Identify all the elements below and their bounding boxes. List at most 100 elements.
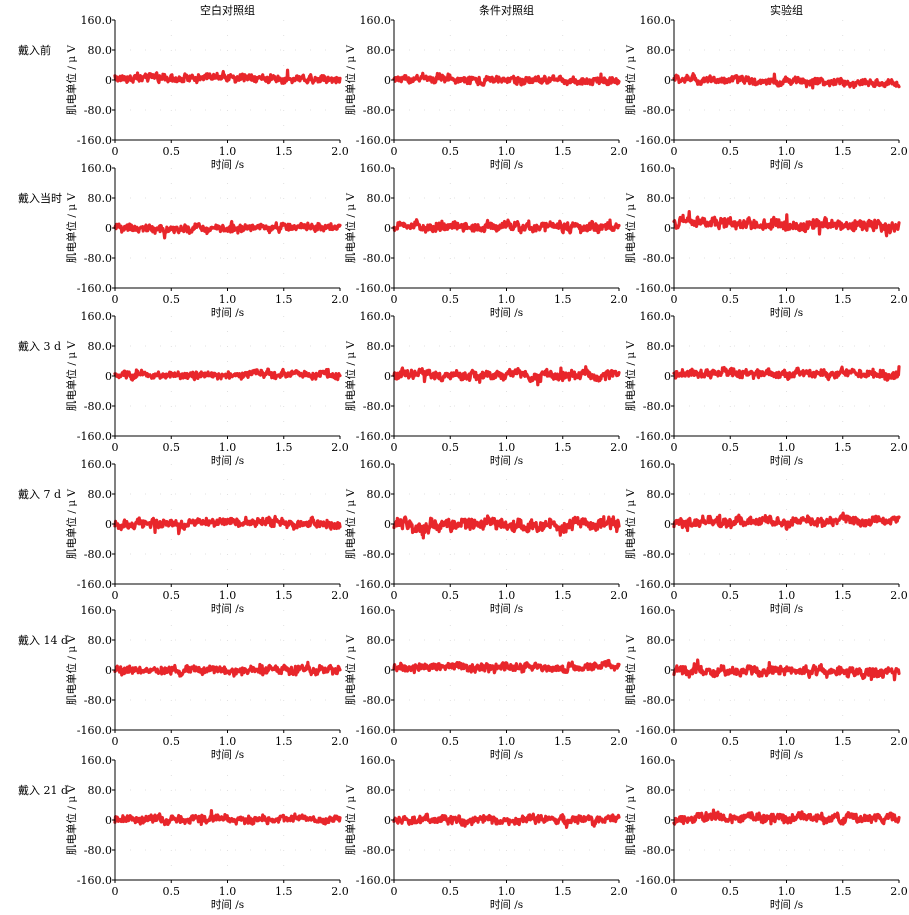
y-tick-label: -80.0: [84, 844, 112, 857]
y-tick-label: -80.0: [363, 548, 391, 561]
y-tick-label: 0: [384, 814, 391, 827]
emg-panel: 160.080.00-80.0-160.00 0.5 1.0 1.5 2.0时间 /s肌…: [344, 14, 628, 171]
y-tick-label: -80.0: [643, 548, 671, 561]
y-tick-label: -160.0: [356, 578, 391, 591]
emg-trace: [672, 72, 901, 90]
x-tick-label: 1.0: [498, 589, 516, 602]
x-tick-label: 0.5: [163, 589, 181, 602]
y-tick-label: 80.0: [367, 44, 392, 57]
x-tick-label: 1.0: [778, 885, 796, 898]
x-tick-label: 2.0: [890, 293, 908, 306]
y-tick-label: -160.0: [636, 724, 671, 737]
x-tick-label: 2.0: [331, 735, 349, 748]
y-tick-label: -160.0: [356, 430, 391, 443]
emg-trace: [113, 809, 342, 827]
y-tick-label: -80.0: [84, 548, 112, 561]
y-tick-label: 80.0: [88, 44, 113, 57]
y-tick-label: -160.0: [636, 578, 671, 591]
emg-trace: [672, 658, 901, 682]
y-tick-label: -160.0: [356, 282, 391, 295]
emg-trace: [672, 209, 901, 238]
row-label: 戴入 21 d: [18, 783, 68, 797]
y-tick-label: 80.0: [88, 784, 113, 797]
row-label: 戴入 3 d: [18, 339, 61, 353]
y-tick-label: -80.0: [84, 400, 112, 413]
x-tick-label: 1.5: [554, 589, 572, 602]
x-axis-label: 时间 /s: [770, 602, 803, 615]
y-tick-label: 160.0: [360, 458, 392, 471]
x-tick-label: 2.0: [610, 145, 628, 158]
x-tick-label: 1.0: [498, 293, 516, 306]
y-axis-label: 肌电单位 / μ V: [624, 489, 637, 559]
x-tick-label: 0.5: [442, 589, 460, 602]
x-tick-label: 1.0: [219, 293, 237, 306]
y-tick-label: 0: [664, 222, 671, 235]
y-tick-label: -160.0: [636, 430, 671, 443]
y-tick-label: 160.0: [81, 458, 113, 471]
y-tick-label: 80.0: [647, 784, 672, 797]
y-tick-label: 80.0: [647, 340, 672, 353]
y-tick-label: -80.0: [643, 252, 671, 265]
y-axis-label: 肌电单位 / μ V: [65, 785, 78, 855]
x-tick-label: 1.0: [778, 735, 796, 748]
y-axis-label: 肌电单位 / μ V: [624, 193, 637, 263]
emg-trace: [672, 808, 901, 826]
y-tick-label: -80.0: [84, 252, 112, 265]
x-tick-label: 1.5: [275, 441, 293, 454]
y-tick-label: -160.0: [77, 282, 112, 295]
x-tick-label: 1.5: [554, 441, 572, 454]
y-tick-label: 0: [105, 222, 112, 235]
y-axis-label: 肌电单位 / μ V: [344, 489, 357, 559]
y-tick-label: -160.0: [77, 578, 112, 591]
y-axis-label: 肌电单位 / μ V: [624, 45, 637, 115]
x-tick-label: 1.5: [275, 735, 293, 748]
x-tick-label: 1.5: [554, 293, 572, 306]
emg-panel: 160.080.00-80.0-160.00 0.5 1.0 1.5 2.0时间 /s肌…: [344, 754, 628, 911]
x-tick-label: 0: [671, 589, 678, 602]
x-tick-label: 0.5: [163, 145, 181, 158]
x-tick-label: 0: [112, 885, 119, 898]
x-tick-label: 1.0: [219, 441, 237, 454]
y-tick-label: 0: [384, 664, 391, 677]
x-tick-label: 0: [671, 441, 678, 454]
y-tick-label: 80.0: [647, 634, 672, 647]
y-axis-label: 肌电单位 / μ V: [344, 785, 357, 855]
emg-panel: 160.080.00-80.0-160.00 0.5 1.0 1.5 2.0时间 /s肌…: [65, 310, 349, 467]
x-tick-label: 1.0: [498, 145, 516, 158]
y-axis-label: 肌电单位 / μ V: [65, 193, 78, 263]
y-tick-label: 80.0: [647, 44, 672, 57]
y-tick-label: -160.0: [77, 430, 112, 443]
x-tick-label: 2.0: [890, 589, 908, 602]
emg-panel: 160.080.00-80.0-160.00 0.5 1.0 1.5 2.0时间 /s肌…: [624, 162, 908, 319]
x-tick-label: 0.5: [442, 293, 460, 306]
emg-trace: [672, 511, 901, 533]
x-tick-label: 0: [391, 293, 398, 306]
x-tick-label: 2.0: [331, 441, 349, 454]
emg-panel: 160.080.00-80.0-160.00 0.5 1.0 1.5 2.0时间 /s肌…: [65, 458, 349, 615]
x-axis-label: 时间 /s: [490, 748, 523, 761]
y-tick-label: -160.0: [636, 134, 671, 147]
emg-trace: [392, 218, 621, 235]
x-tick-label: 1.5: [834, 735, 852, 748]
y-tick-label: -80.0: [643, 694, 671, 707]
y-tick-label: -80.0: [363, 400, 391, 413]
y-tick-label: 160.0: [81, 14, 113, 27]
x-tick-label: 0: [391, 145, 398, 158]
y-axis-label: 肌电单位 / μ V: [344, 341, 357, 411]
row-label: 戴入 14 d: [18, 633, 68, 647]
y-tick-label: 80.0: [367, 340, 392, 353]
y-tick-label: 0: [384, 74, 391, 87]
y-tick-label: 160.0: [81, 162, 113, 175]
x-tick-label: 1.5: [554, 885, 572, 898]
y-axis-label: 肌电单位 / μ V: [624, 785, 637, 855]
x-axis-label: 时间 /s: [211, 306, 244, 319]
emg-panel: 160.080.00-80.0-160.00 0.5 1.0 1.5 2.0时间 /s肌…: [344, 310, 628, 467]
x-tick-label: 1.0: [219, 589, 237, 602]
y-tick-label: 80.0: [367, 634, 392, 647]
x-tick-label: 0: [112, 293, 119, 306]
emg-panel: 160.080.00-80.0-160.00 0.5 1.0 1.5 2.0时间 /s肌…: [65, 604, 349, 761]
y-tick-label: 0: [384, 222, 391, 235]
x-axis-label: 时间 /s: [490, 454, 523, 467]
column-title: 条件对照组: [479, 3, 534, 17]
x-tick-label: 0.5: [722, 735, 740, 748]
